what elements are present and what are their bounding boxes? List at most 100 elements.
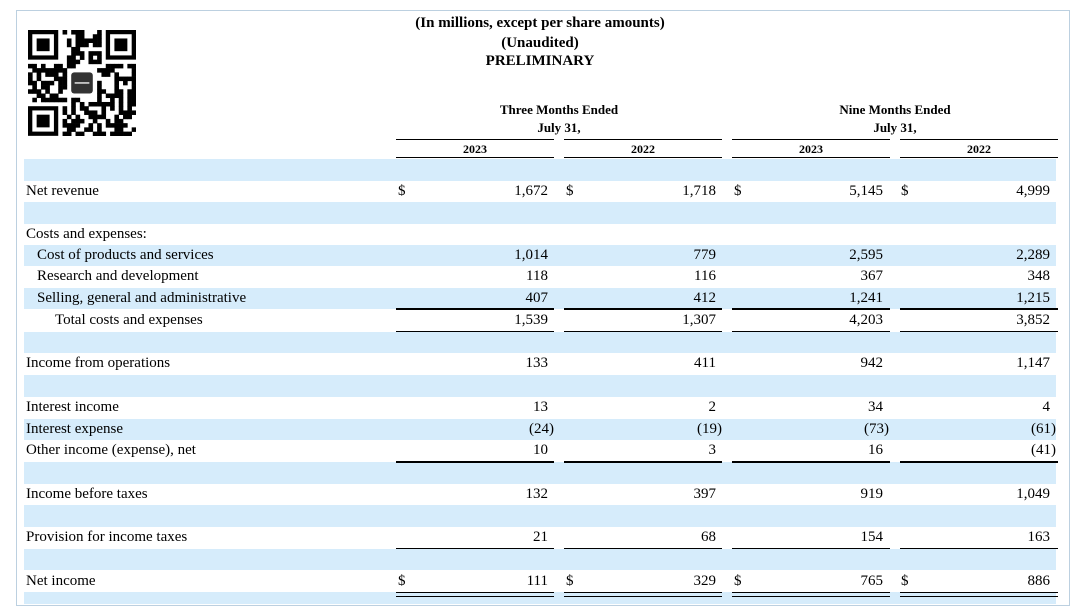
table-row-provision-taxes: Provision for income taxes 21 68 154 163: [24, 527, 1056, 548]
row-label: Interest expense: [26, 421, 124, 437]
value-cell: 397: [693, 486, 717, 502]
row-label: Provision for income taxes: [26, 529, 188, 545]
spacer-band: [24, 462, 1056, 484]
value-cell: 1,049: [1016, 486, 1050, 502]
spacer-band: [24, 332, 1056, 353]
row-label: Selling, general and administrative: [37, 290, 247, 306]
three-months-date: July 31,: [537, 120, 581, 135]
value-cell: 3,852: [1016, 312, 1050, 328]
value-cell: 412: [693, 290, 717, 306]
table-row-interest-expense: Interest expense (24) (19) (73) (61): [24, 419, 1056, 440]
value-cell: 1,672: [514, 183, 548, 199]
value-cell: 13: [533, 399, 548, 415]
table-row-total-costs: Total costs and expenses 1,539 1,307 4,2…: [24, 310, 1056, 331]
row-label: Interest income: [26, 399, 119, 415]
value-cell: 1,539: [514, 312, 548, 328]
spacer-band: [24, 549, 1056, 570]
value-cell: 886: [1027, 573, 1051, 589]
currency-symbol: $: [734, 573, 742, 589]
value-cell: 2: [708, 399, 717, 415]
value-cell: 116: [694, 268, 716, 284]
row-band: [24, 419, 1056, 440]
value-cell: 407: [525, 290, 549, 306]
unaudited-label: (Unaudited): [501, 35, 579, 51]
year-header-2023-three: 2023: [396, 139, 554, 158]
table-row-cost-of-products: Cost of products and services 1,014 779 …: [24, 245, 1056, 266]
row-label: Total costs and expenses: [55, 312, 203, 328]
row-label: Cost of products and services: [37, 247, 214, 263]
value-cell: 68: [701, 529, 716, 545]
year-header-2023-nine: 2023: [732, 139, 890, 158]
qr-code-icon: [28, 30, 136, 136]
value-cell: 16: [868, 442, 883, 458]
row-label: Costs and expenses:: [26, 226, 147, 242]
value-cell: 10: [533, 442, 548, 458]
value-cell: 1,307: [682, 312, 716, 328]
row-label: Other income (expense), net: [26, 442, 196, 458]
row-label: Research and development: [37, 268, 199, 284]
three-months-header: Three Months Ended: [499, 102, 619, 117]
row-label: Income from operations: [26, 355, 171, 371]
row-label: Income before taxes: [26, 486, 148, 502]
year-header-2022-nine: 2022: [900, 139, 1058, 158]
value-cell: 919: [860, 486, 884, 502]
value-cell: 367: [860, 268, 884, 284]
spacer-band: [24, 375, 1056, 397]
value-cell: 1,147: [1016, 355, 1050, 371]
value-cell: 4,203: [849, 312, 883, 328]
value-cell: 4: [1042, 399, 1051, 415]
spacer-band: [24, 505, 1056, 527]
value-cell: (73): [864, 421, 889, 437]
value-cell: 942: [860, 355, 884, 371]
row-label: Net income: [26, 573, 96, 589]
currency-symbol: $: [398, 183, 406, 199]
value-cell: 779: [693, 247, 717, 263]
table-row-costs-heading: Costs and expenses:: [24, 224, 1056, 245]
currency-symbol: $: [901, 573, 909, 589]
currency-symbol: $: [566, 183, 574, 199]
value-cell: (41): [1031, 442, 1056, 458]
table-row-sga: Selling, general and administrative 407 …: [24, 288, 1056, 309]
row-label: Net revenue: [26, 183, 99, 199]
spacer-band: [24, 592, 1056, 604]
value-cell: 1,014: [514, 247, 548, 263]
value-cell: 411: [694, 355, 716, 371]
currency-symbol: $: [734, 183, 742, 199]
table-row-net-income: Net income $ 111 $ 329 $ 765 $ 886: [24, 571, 1056, 592]
table-row-income-before-taxes: Income before taxes 132 397 919 1,049: [24, 484, 1056, 505]
value-cell: 1,215: [1016, 290, 1050, 306]
value-cell: 4,999: [1016, 183, 1050, 199]
statement-units-note: (In millions, except per share amounts): [415, 15, 665, 31]
value-cell: 2,595: [849, 247, 883, 263]
table-row-interest-income: Interest income 13 2 34 4: [24, 397, 1056, 418]
value-cell: 132: [525, 486, 549, 502]
value-cell: 21: [533, 529, 548, 545]
table-row-research-development: Research and development 118 116 367 348: [24, 266, 1056, 287]
row-band: [24, 288, 1056, 309]
value-cell: 3: [708, 442, 717, 458]
value-cell: (24): [529, 421, 554, 437]
table-row-income-operations: Income from operations 133 411 942 1,147: [24, 353, 1056, 374]
value-cell: 348: [1027, 268, 1051, 284]
value-cell: 1,718: [682, 183, 716, 199]
value-cell: (61): [1031, 421, 1056, 437]
preliminary-label: PRELIMINARY: [485, 53, 595, 69]
table-row-net-revenue: Net revenue $ 1,672 $ 1,718 $ 5,145 $ 4,…: [24, 181, 1056, 202]
value-cell: 765: [860, 573, 884, 589]
nine-months-date: July 31,: [873, 120, 917, 135]
nine-months-header: Nine Months Ended: [839, 102, 951, 117]
currency-symbol: $: [398, 573, 406, 589]
value-cell: 163: [1027, 529, 1051, 545]
value-cell: 133: [525, 355, 549, 371]
spacer-band: [24, 159, 1056, 181]
year-header-2022-three: 2022: [564, 139, 722, 158]
value-cell: 329: [693, 573, 717, 589]
value-cell: 5,145: [849, 183, 883, 199]
value-cell: 154: [860, 529, 884, 545]
value-cell: (19): [697, 421, 722, 437]
value-cell: 118: [526, 268, 548, 284]
value-cell: 1,241: [849, 290, 883, 306]
spacer-band: [24, 202, 1056, 224]
value-cell: 111: [526, 573, 548, 589]
row-band: [24, 245, 1056, 266]
